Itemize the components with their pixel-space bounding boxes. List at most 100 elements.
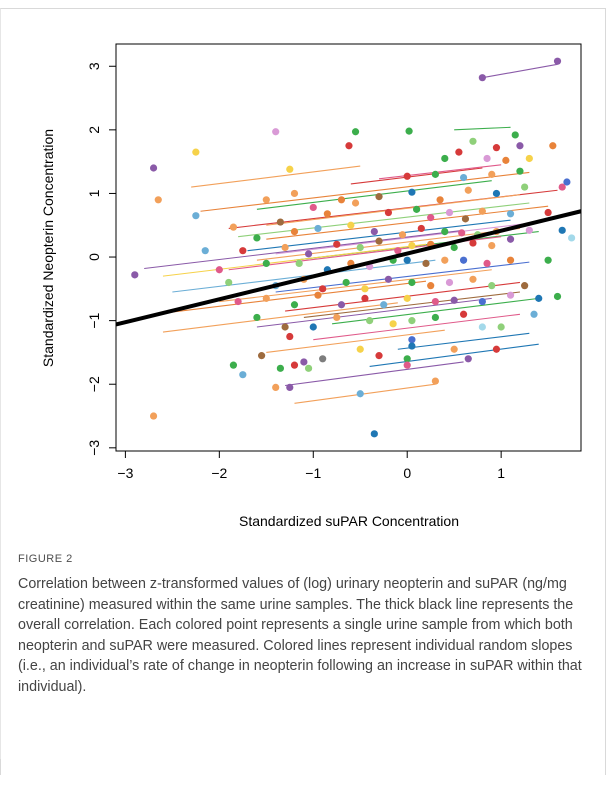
data-point xyxy=(333,240,341,248)
data-point xyxy=(553,57,562,65)
random-slope-line xyxy=(285,281,521,312)
x-axis-title: Standardized suPAR Concentration xyxy=(239,513,459,529)
data-point xyxy=(276,218,284,226)
data-point xyxy=(394,247,402,255)
random-slope-line xyxy=(200,171,530,212)
data-point xyxy=(568,234,576,242)
data-point xyxy=(239,247,247,255)
data-point xyxy=(431,377,439,385)
data-point xyxy=(464,355,472,363)
data-point xyxy=(553,292,562,301)
data-point xyxy=(483,259,491,267)
data-point xyxy=(345,142,353,150)
data-point xyxy=(403,361,411,369)
random-slope-line xyxy=(294,383,436,404)
overall-fit-line xyxy=(115,209,582,327)
data-point xyxy=(478,323,486,331)
data-point xyxy=(403,355,411,363)
scatter-plot: −3 −2 −1 0 1 −3 −2 −1 0 1 2 3 Standardized suPAR C… xyxy=(40,43,582,529)
data-point xyxy=(290,228,299,236)
data-point xyxy=(525,154,533,163)
data-point xyxy=(281,243,289,252)
data-point xyxy=(483,154,491,163)
x-tick-label: −3 xyxy=(117,465,133,481)
y-tick-label: 3 xyxy=(86,62,102,70)
data-point xyxy=(488,282,496,290)
data-point xyxy=(304,250,313,258)
data-point xyxy=(458,229,466,237)
random-slope-line xyxy=(454,126,511,131)
data-point xyxy=(375,352,383,360)
plot-box xyxy=(115,43,582,452)
random-slope-line xyxy=(266,205,549,240)
data-point xyxy=(215,266,223,274)
figure-caption: Correlation between z-transformed values… xyxy=(18,576,582,695)
data-point xyxy=(149,164,158,172)
data-point xyxy=(380,301,388,309)
data-point xyxy=(441,256,449,264)
figure-frame xyxy=(0,8,606,775)
data-point xyxy=(525,226,533,234)
data-point xyxy=(262,259,270,267)
data-point xyxy=(445,278,454,287)
points-layer xyxy=(131,57,576,438)
data-point xyxy=(521,282,529,290)
data-point xyxy=(229,223,238,231)
data-point xyxy=(408,336,416,344)
data-point xyxy=(290,361,299,369)
data-point xyxy=(272,128,280,136)
data-point xyxy=(478,74,486,82)
data-point xyxy=(262,196,270,204)
data-point xyxy=(427,282,435,290)
y-tick-label: −3 xyxy=(86,440,102,456)
data-point xyxy=(314,224,322,233)
random-slope-line xyxy=(153,280,427,315)
data-point xyxy=(337,196,346,204)
y-tick-label: 0 xyxy=(86,253,102,261)
data-point xyxy=(408,278,416,287)
data-point xyxy=(445,208,454,217)
overall-fit-layer xyxy=(115,209,582,327)
random-slope-line xyxy=(162,302,398,333)
data-point xyxy=(389,320,397,328)
x-tick-label: −1 xyxy=(305,465,321,481)
random-slope-line xyxy=(162,243,427,277)
data-point xyxy=(530,310,538,318)
x-tick-label: 0 xyxy=(403,465,411,481)
random-slope-line xyxy=(285,361,464,387)
data-point xyxy=(492,345,501,353)
data-point xyxy=(356,243,364,252)
data-point xyxy=(370,430,378,438)
data-point xyxy=(333,313,341,322)
data-point xyxy=(511,131,519,139)
random-slope-line xyxy=(369,343,539,367)
data-point xyxy=(384,208,393,217)
data-point xyxy=(356,390,364,398)
data-point xyxy=(450,296,458,304)
data-point xyxy=(431,170,439,178)
data-point xyxy=(464,186,472,194)
y-tick-label: −2 xyxy=(86,376,102,392)
data-point xyxy=(436,196,444,204)
data-point xyxy=(455,148,463,156)
data-point xyxy=(558,183,566,191)
x-axis-ticks: −3 −2 −1 0 1 xyxy=(117,451,505,481)
y-axis-ticks: −3 −2 −1 0 1 2 3 xyxy=(86,62,116,456)
data-point xyxy=(281,323,289,331)
data-point xyxy=(408,241,416,250)
data-point xyxy=(356,345,364,353)
random-slope-line xyxy=(275,261,530,293)
data-point xyxy=(506,256,515,264)
data-point xyxy=(361,294,369,302)
data-point xyxy=(408,342,416,350)
data-point xyxy=(431,313,439,322)
random-slope-line xyxy=(247,219,511,252)
data-point xyxy=(502,156,510,164)
data-point xyxy=(234,297,242,306)
data-point xyxy=(506,235,515,243)
frame-edge xyxy=(0,759,1,775)
random-slopes-layer xyxy=(144,63,558,404)
data-point xyxy=(478,297,486,306)
data-point xyxy=(563,178,571,186)
data-point xyxy=(516,142,524,150)
